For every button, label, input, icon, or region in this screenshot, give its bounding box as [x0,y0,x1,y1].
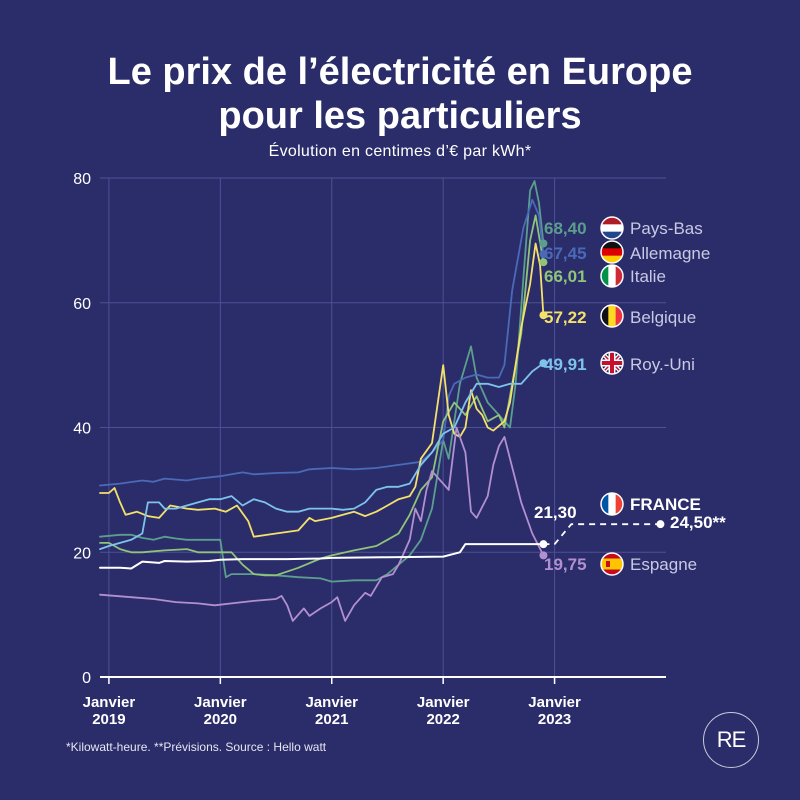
country-label-roy.-uni: Roy.-Uni [630,355,695,374]
italie-flag-icon [600,264,624,288]
endpoint-dot-roy.-uni [539,359,548,368]
x-tick-label-year: 2023 [538,711,571,728]
series-lines [99,180,665,622]
endpoint-dot-france [539,540,548,549]
endpoint-dot-belgique [539,311,548,320]
roy-uni-flag-icon [600,351,624,375]
series-line-france-forecast [543,523,661,545]
value-label-roy.-uni: 49,91 [544,355,587,374]
x-tick-label-month: Janvier [528,694,581,711]
footnote: *Kilowatt-heure. **Prévisions. Source : … [66,740,327,754]
x-tick-label-year: 2020 [204,711,237,728]
belgique-flag-icon [600,304,624,328]
country-label-allemagne: Allemagne [630,244,710,263]
series-line-belgique [99,242,545,538]
y-tick-label: 60 [73,296,91,313]
value-label-allemagne: 67,45 [544,244,587,263]
espagne-flag-icon [600,552,624,576]
x-tick-label-year: 2021 [315,711,348,728]
chart-subtitle: Évolution en centimes d’€ par kWh* [268,143,532,160]
allemagne-flag-icon [600,240,624,264]
value-label-france: 21,30 [534,503,577,522]
series-line-italie [99,214,545,577]
country-label-espagne: Espagne [630,555,697,574]
endpoint-dot-pays-bas [539,239,548,248]
title-line-2: pour les particuliers [218,95,582,137]
y-tick-label: 80 [73,171,91,188]
endpoint-dot-allemagne [539,250,548,259]
axes: 020406080Janvier2019Janvier2020Janvier20… [73,171,666,728]
value-label-italie: 66,01 [544,267,587,286]
x-tick-label-year: 2019 [92,711,125,728]
chart-title: Le prix de l’électricité en Europe pour … [0,50,800,138]
value-label-pays-bas: 68,40 [544,219,587,238]
series-line-pays-bas [99,180,545,583]
value-label-belgique: 57,22 [544,308,587,327]
series-line-france [99,543,545,570]
series-labels: 68,40 Pays-Bas 67,45 Allemagne 66,01 Italie 57… [534,216,726,576]
x-tick-label-month: Janvier [417,694,470,711]
country-label-belgique: Belgique [630,308,696,327]
endpoint-dot-espagne [539,551,548,560]
forecast-endpoint-dot [656,520,665,529]
country-label-pays-bas: Pays-Bas [630,219,703,238]
title-line-1: Le prix de l’électricité en Europe [107,51,693,93]
x-tick-label-year: 2022 [426,711,459,728]
country-label-france: FRANCE [630,495,701,514]
y-tick-label: 20 [73,545,91,562]
y-tick-label: 0 [82,670,91,687]
gridlines [100,177,666,677]
pays-bas-flag-icon [600,216,624,240]
country-label-italie: Italie [630,267,666,286]
series-line-espagne [99,426,545,622]
forecast-value-label: 24,50** [670,513,726,532]
endpoint-dot-italie [539,258,548,267]
x-tick-label-month: Janvier [305,694,358,711]
x-tick-label-month: Janvier [83,694,136,711]
y-tick-label: 40 [73,421,91,438]
x-tick-label-month: Janvier [194,694,247,711]
logo: RE [703,712,759,768]
value-label-espagne: 19,75 [544,555,587,574]
france-flag-icon [600,492,624,516]
series-line-roy.-uni [99,362,545,550]
series-line-allemagne [99,198,545,487]
